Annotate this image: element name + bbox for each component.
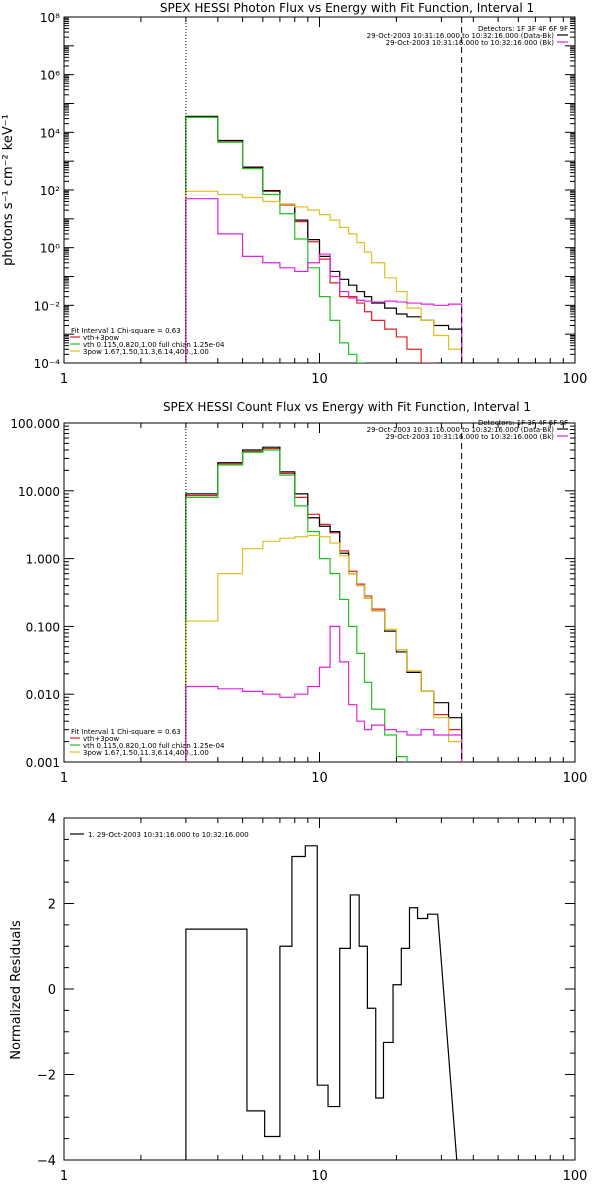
- photon-top-legend: Detectors: 1F 3F 4F 6F 9F 29-Oct-2003 10…: [367, 25, 568, 47]
- photon-fit-header: Fit Interval 1 Chi-square = 0.63: [71, 327, 181, 335]
- photon-y-tick-label: 10⁴: [40, 126, 60, 140]
- photon-fit-legend: Fit Interval 1 Chi-square = 0.63 vth+3po…: [71, 327, 225, 356]
- residuals-panel: Normalized Residuals 1. 29-Oct-2003 10:3…: [9, 812, 587, 1184]
- photon-series-group: [185, 115, 463, 363]
- count-panel-title: SPEX HESSI Count Flux vs Energy with Fit…: [163, 400, 531, 414]
- photon-x-tick-label: 10: [311, 372, 328, 387]
- residuals-x-tick-label: 10: [311, 1169, 328, 1184]
- photon-y-tick-label: 10⁻⁴: [34, 357, 61, 371]
- count-x-tick-label: 10: [311, 771, 328, 786]
- photon-x-tick-label: 100: [563, 372, 588, 387]
- residuals-x-tick-label: 1: [60, 1169, 68, 1184]
- residuals-y-tick-label: 2: [48, 898, 56, 913]
- count-fit-header: Fit Interval 1 Chi-square = 0.63: [71, 728, 181, 736]
- count-y-tick-label: 0.001: [26, 756, 60, 770]
- count-series-3: [185, 534, 463, 762]
- count-flux-panel: SPEX HESSI Count Flux vs Energy with Fit…: [10, 400, 587, 786]
- residuals-y-axis-label: Normalized Residuals: [9, 920, 24, 1060]
- count-top-legend: Detectors: 1F 3F 4F 6F 9F 29-Oct-2003 10…: [367, 419, 568, 441]
- photon-x-tick-label: 1: [60, 372, 68, 387]
- count-legend-detectors: Detectors: 1F 3F 4F 6F 9F: [478, 419, 568, 427]
- count-legend-data-bk: 29-Oct-2003 10:31:16.000 to 10:32:16.000…: [367, 426, 555, 434]
- count-fit-legend: Fit Interval 1 Chi-square = 0.63 vth+3po…: [71, 728, 225, 757]
- photon-flux-panel: SPEX HESSI Photon Flux vs Energy with Fi…: [1, 1, 587, 387]
- photon-panel-title: SPEX HESSI Photon Flux vs Energy with Fi…: [160, 1, 534, 15]
- count-fit-3pow: 3pow 1.67,1.50,11.3,6.14,400.,1.00: [83, 749, 209, 757]
- residuals-y-tick-label: 0: [48, 983, 56, 998]
- count-plot-frame: [63, 422, 576, 763]
- photon-series-0: [185, 116, 435, 363]
- residuals-series: [185, 845, 458, 1160]
- photon-series-2: [185, 116, 366, 363]
- count-legend-bk: 29-Oct-2003 10:31:16.000 to 10:32:16.000…: [386, 433, 555, 441]
- photon-fit-3pow: 3pow 1.67,1.50,11.3,6.14,400.,1.00: [83, 348, 209, 356]
- photon-legend-detectors: Detectors: 1F 3F 4F 6F 9F: [478, 25, 568, 33]
- residuals-legend: 1. 29-Oct-2003 10:31:16.000 to 10:32:16.…: [88, 831, 249, 839]
- count-y-tick-label: 0.010: [26, 688, 60, 702]
- photon-y-tick-label: 10⁶: [40, 69, 60, 83]
- residuals-x-tick-label: 100: [563, 1169, 588, 1184]
- count-y-tick-label: 10.000: [18, 485, 60, 499]
- photon-legend-bk: 29-Oct-2003 10:31:16.000 to 10:32:16.000…: [386, 39, 555, 47]
- photon-series-3: [185, 190, 463, 363]
- count-series-2: [185, 449, 408, 762]
- photon-series-1: [185, 115, 463, 363]
- count-y-tick-label: 1.000: [26, 553, 60, 567]
- photon-y-tick-label: 10⁰: [40, 242, 60, 256]
- count-fit-vth3pow: vth+3pow: [83, 735, 119, 743]
- residuals-y-tick-label: 4: [48, 812, 56, 827]
- count-y-tick-label: 100.000: [10, 417, 60, 431]
- photon-plot-frame: [63, 16, 576, 364]
- photon-y-tick-label: 10⁸: [40, 11, 60, 25]
- photon-fit-vth3pow: vth+3pow: [83, 334, 119, 342]
- residuals-legend-label: 1. 29-Oct-2003 10:31:16.000 to 10:32:16.…: [88, 831, 249, 839]
- photon-y-tick-label: 10⁻²: [34, 299, 61, 313]
- photon-y-tick-label: 10²: [40, 184, 60, 198]
- count-x-tick-label: 100: [563, 771, 588, 786]
- residuals-series-group: [185, 845, 458, 1160]
- residuals-y-tick-label: −4: [37, 1154, 56, 1169]
- photon-series-4: [185, 198, 463, 363]
- residuals-y-tick-label: −2: [37, 1069, 56, 1084]
- count-series-4: [185, 625, 463, 762]
- residuals-plot-frame: [63, 817, 576, 1161]
- count-series-1: [185, 446, 463, 762]
- count-y-tick-label: 0.100: [26, 620, 60, 634]
- count-x-tick-label: 1: [60, 771, 68, 786]
- photon-y-axis-label: photons s⁻¹ cm⁻² keV⁻¹: [1, 114, 16, 266]
- count-series-0: [185, 447, 463, 762]
- count-fit-vth: vth 0.115,0.820,1.00 full chian 1.25e-04: [83, 742, 225, 750]
- photon-fit-vth: vth 0.115,0.820,1.00 full chian 1.25e-04: [83, 341, 225, 349]
- photon-legend-data-bk: 29-Oct-2003 10:31:16.000 to 10:32:16.000…: [367, 32, 555, 40]
- count-series-group: [185, 446, 463, 762]
